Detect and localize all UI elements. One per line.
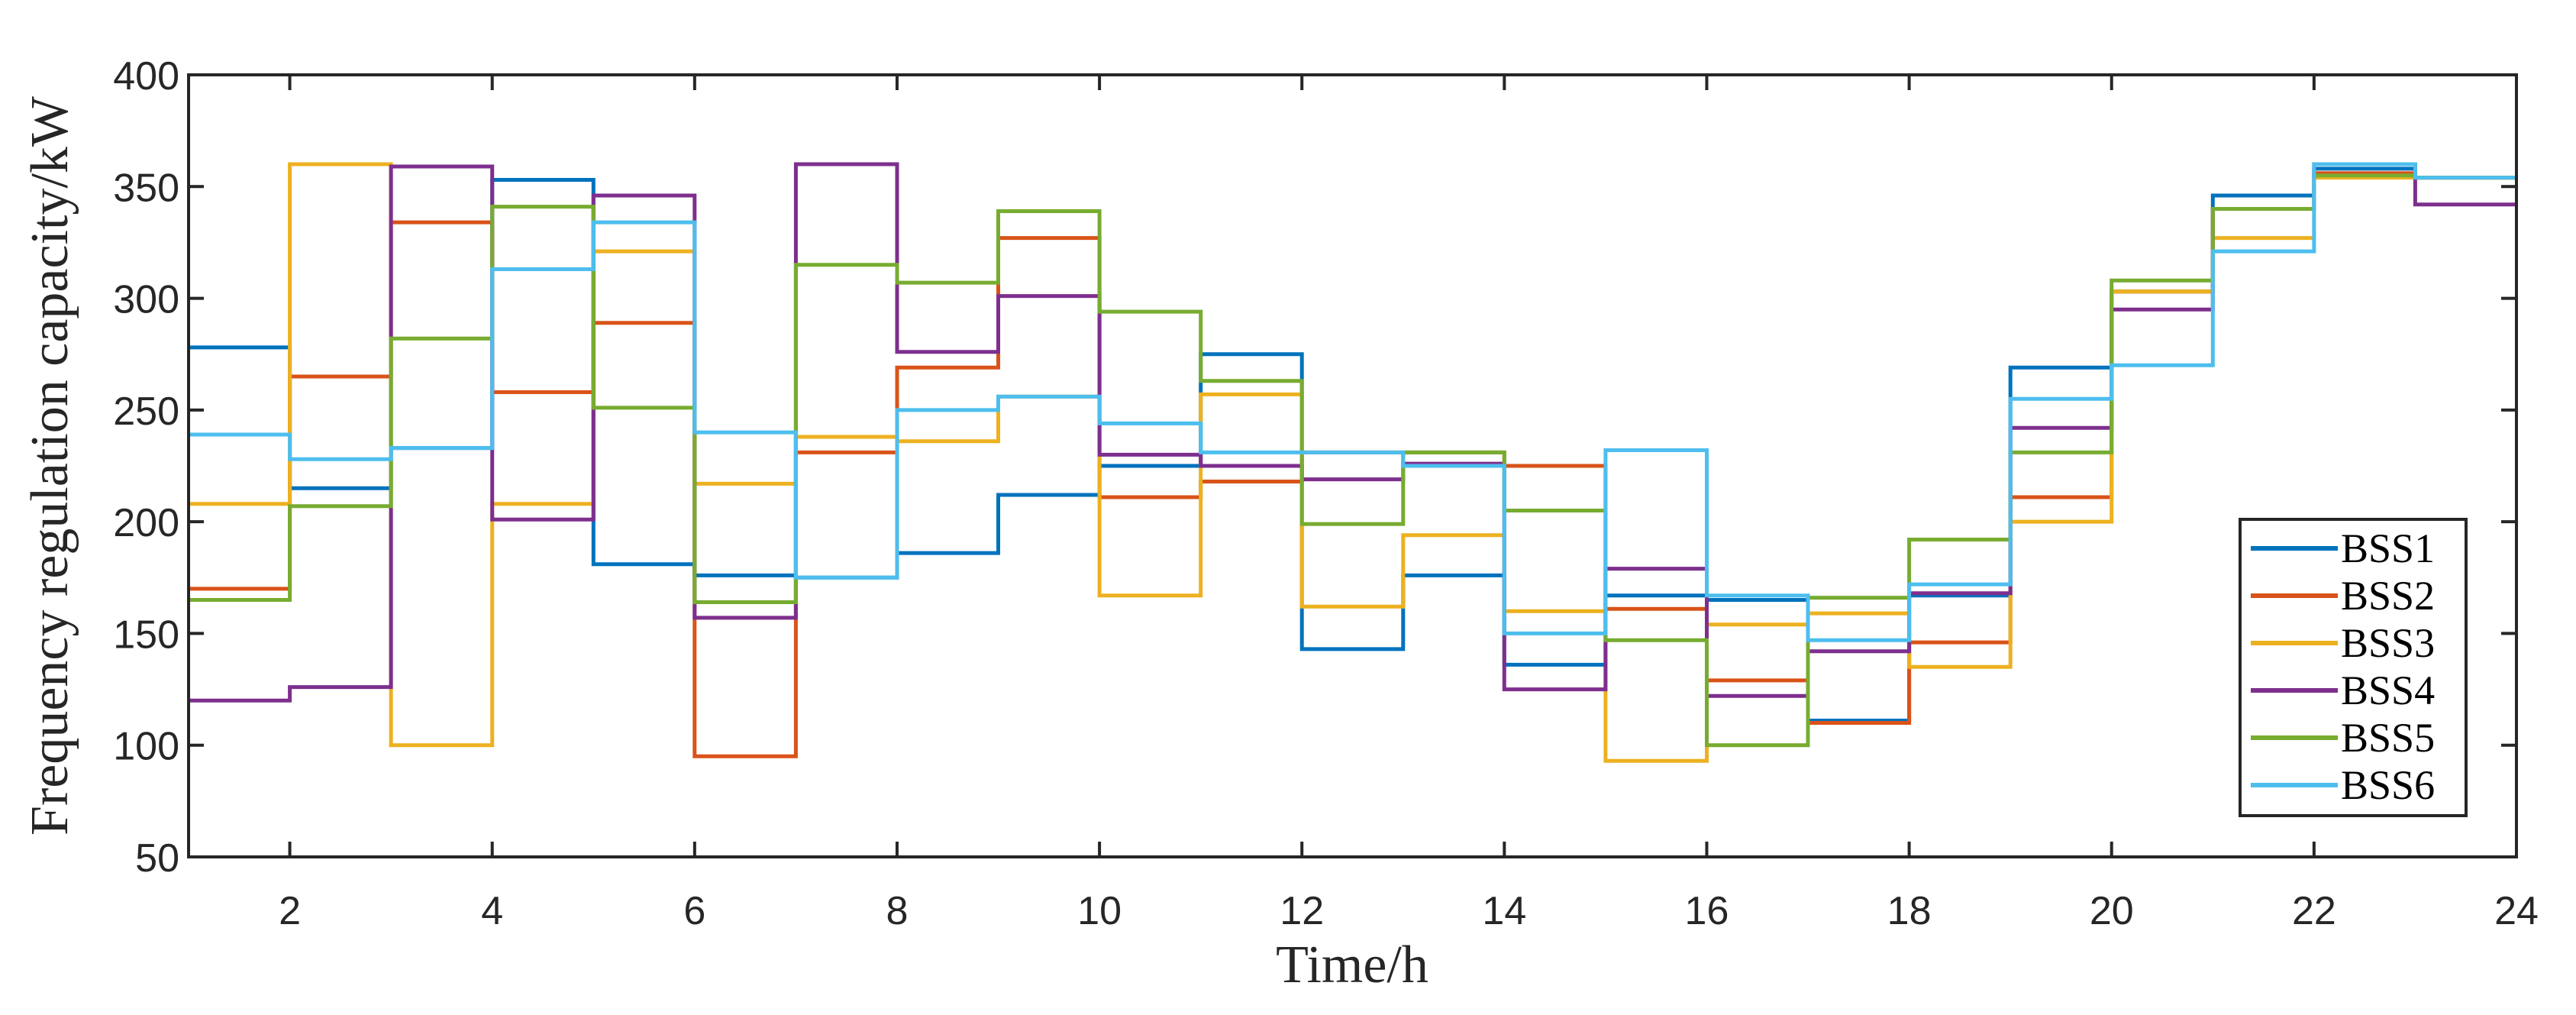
x-tick-label: 6 [683,889,705,933]
x-tick-label: 18 [1887,889,1932,933]
x-tick-label: 20 [2090,889,2134,933]
x-tick-label: 14 [1482,889,1526,933]
y-tick-label: 100 [113,725,179,769]
legend-label-bss4: BSS4 [2341,668,2435,713]
x-tick-label: 10 [1077,889,1122,933]
legend-label-bss6: BSS6 [2341,762,2435,808]
legend-label-bss2: BSS2 [2341,573,2435,619]
x-axis-title: Time/h [1276,936,1428,994]
y-tick-label: 200 [113,501,179,545]
ticks-layer: 2 4 6 8 10 12 14 16 18 20 22 2450100150200250300350… [113,54,2539,933]
legend-label-bss5: BSS5 [2341,715,2435,761]
x-tick-label: 12 [1280,889,1324,933]
y-axis-title: Frequency regulation capacity/kW [21,96,79,836]
y-tick-label: 350 [113,166,179,210]
x-tick-label: 22 [2292,889,2336,933]
plot-frame [187,73,2518,858]
legend-box [2239,518,2468,817]
legend-label-bss3: BSS3 [2341,620,2435,666]
x-tick-label: 8 [886,889,908,933]
x-tick-label: 24 [2494,889,2539,933]
plot-background [189,75,2516,857]
x-tick-label: 16 [1685,889,1729,933]
y-tick-label: 50 [135,836,179,881]
x-tick-label: 4 [481,889,503,933]
y-tick-label: 250 [113,390,179,434]
legend-label-bss1: BSS1 [2341,525,2435,571]
series-line-bss6 [189,162,2516,642]
y-tick-label: 400 [113,54,179,99]
y-tick-label: 300 [113,278,179,322]
x-tick-label: 2 [279,889,301,933]
series-layer [189,162,2516,763]
y-tick-label: 150 [113,613,179,657]
